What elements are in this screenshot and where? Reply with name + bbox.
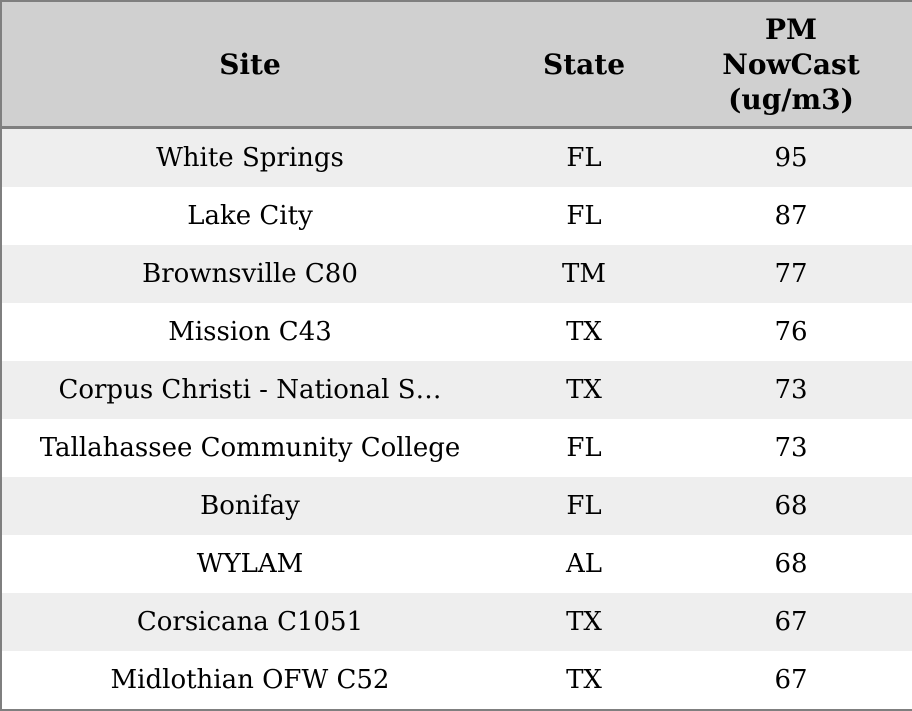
site-cell: WYLAM bbox=[1, 534, 498, 593]
site-cell: Tallahassee Community College bbox=[1, 418, 498, 477]
site-cell: Midlothian OFW C52 bbox=[1, 650, 498, 710]
state-cell: FL bbox=[498, 127, 670, 188]
table-row: White Springs FL 95 bbox=[1, 127, 912, 188]
table-body: White Springs FL 95 Lake City FL 87 Brownsvill… bbox=[1, 127, 912, 710]
site-cell: Corsicana C1051 bbox=[1, 592, 498, 651]
header-row: Site State PM NowCast (ug/m3) bbox=[1, 1, 912, 129]
state-cell: TX bbox=[498, 592, 670, 651]
pm-nowcast-cell: 87 bbox=[670, 187, 912, 245]
state-cell: FL bbox=[498, 187, 670, 245]
site-cell: Bonifay bbox=[1, 476, 498, 535]
table-row: Mission C43 TX 76 bbox=[1, 302, 912, 361]
site-cell: White Springs bbox=[1, 127, 498, 188]
pm-nowcast-cell: 77 bbox=[670, 245, 912, 303]
site-cell: Lake City bbox=[1, 187, 498, 245]
state-cell: TM bbox=[498, 245, 670, 303]
pm-nowcast-cell: 76 bbox=[670, 302, 912, 361]
pm-nowcast-cell: 73 bbox=[670, 418, 912, 477]
site-cell: Brownsville C80 bbox=[1, 245, 498, 303]
column-header-state: State bbox=[498, 1, 670, 129]
pm-nowcast-cell: 73 bbox=[670, 360, 912, 419]
table-row: Corpus Christi - National S… TX 73 bbox=[1, 360, 912, 419]
state-cell: TX bbox=[498, 302, 670, 361]
pm-nowcast-cell: 67 bbox=[670, 650, 912, 710]
table-row: Midlothian OFW C52 TX 67 bbox=[1, 650, 912, 710]
state-cell: FL bbox=[498, 476, 670, 535]
state-cell: AL bbox=[498, 534, 670, 593]
pm-nowcast-cell: 67 bbox=[670, 592, 912, 651]
table-row: Tallahassee Community College FL 73 bbox=[1, 418, 912, 477]
table-row: Corsicana C1051 TX 67 bbox=[1, 592, 912, 651]
state-cell: TX bbox=[498, 360, 670, 419]
column-header-site: Site bbox=[1, 1, 498, 129]
column-header-pm-nowcast: PM NowCast (ug/m3) bbox=[670, 1, 912, 129]
table-row: Brownsville C80 TM 77 bbox=[1, 245, 912, 303]
table-row: WYLAM AL 68 bbox=[1, 534, 912, 593]
pm-nowcast-cell: 68 bbox=[670, 534, 912, 593]
table-row: Lake City FL 87 bbox=[1, 187, 912, 245]
pm-nowcast-cell: 68 bbox=[670, 476, 912, 535]
table-row: Bonifay FL 68 bbox=[1, 476, 912, 535]
state-cell: FL bbox=[498, 418, 670, 477]
site-cell: Mission C43 bbox=[1, 302, 498, 361]
table-header: Site State PM NowCast (ug/m3) bbox=[1, 1, 912, 129]
site-cell: Corpus Christi - National S… bbox=[1, 360, 498, 419]
pm-nowcast-cell: 95 bbox=[670, 127, 912, 188]
state-cell: TX bbox=[498, 650, 670, 710]
